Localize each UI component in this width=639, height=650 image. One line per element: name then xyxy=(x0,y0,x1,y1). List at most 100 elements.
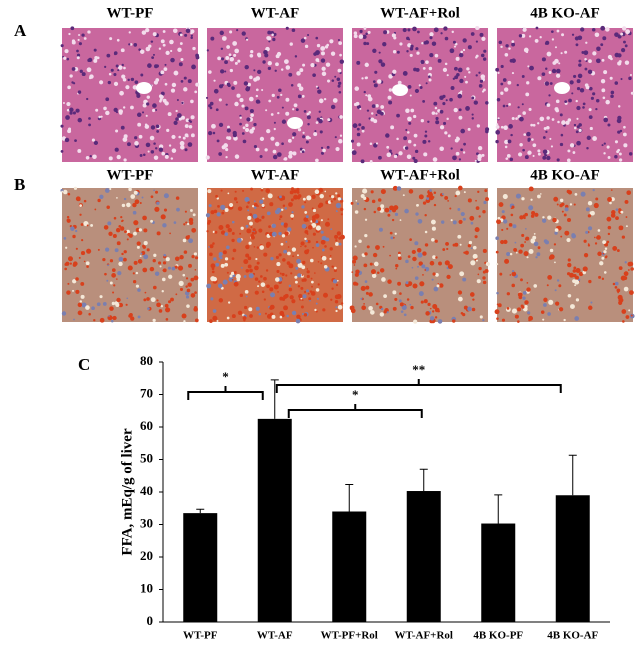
stain xyxy=(210,263,216,269)
stain xyxy=(297,194,302,198)
cell xyxy=(225,148,229,152)
cell xyxy=(130,77,135,82)
stain xyxy=(620,275,626,281)
stain xyxy=(304,201,307,204)
cell xyxy=(576,117,579,120)
stain xyxy=(614,285,618,289)
cell xyxy=(249,108,254,114)
cell xyxy=(361,77,364,80)
cell xyxy=(431,41,437,46)
cell xyxy=(558,62,561,65)
cell xyxy=(517,106,520,109)
stain xyxy=(146,248,150,252)
stain xyxy=(168,300,172,304)
cell xyxy=(116,38,120,42)
cell xyxy=(236,93,241,98)
cell xyxy=(449,97,453,102)
cell xyxy=(427,140,431,143)
cell xyxy=(535,26,539,30)
cell xyxy=(371,104,376,109)
x-tick-label: 4B KO-PF xyxy=(473,630,523,642)
cell xyxy=(66,57,70,61)
cell xyxy=(405,128,408,132)
stain xyxy=(511,283,516,288)
stain xyxy=(285,240,288,243)
cell xyxy=(77,117,83,123)
cell xyxy=(255,88,259,92)
cell xyxy=(72,111,76,115)
stain xyxy=(285,274,288,277)
cell xyxy=(478,84,483,88)
stain xyxy=(252,205,255,208)
cell xyxy=(153,142,156,145)
cell xyxy=(607,54,613,60)
cell xyxy=(64,137,70,143)
cell xyxy=(482,57,487,61)
cell xyxy=(69,111,73,115)
stain xyxy=(254,265,259,271)
stain xyxy=(121,220,124,223)
stain xyxy=(321,255,327,261)
cell xyxy=(246,117,251,122)
cell xyxy=(321,71,327,77)
cell xyxy=(571,92,574,95)
stain xyxy=(311,222,317,228)
cell xyxy=(376,79,382,84)
cell xyxy=(425,82,428,85)
cell xyxy=(172,28,178,34)
cell xyxy=(449,48,455,54)
stain xyxy=(522,291,527,295)
stain xyxy=(383,310,387,314)
stain xyxy=(614,281,619,286)
stain xyxy=(384,207,390,213)
cell xyxy=(274,141,280,147)
stain xyxy=(553,243,557,246)
cell xyxy=(233,53,237,57)
stain xyxy=(436,284,440,288)
stain xyxy=(460,211,465,217)
stain xyxy=(554,261,556,264)
stain xyxy=(268,225,271,229)
cell xyxy=(455,151,460,156)
cell xyxy=(323,97,327,101)
cell xyxy=(422,99,426,103)
cell xyxy=(610,94,614,98)
stain xyxy=(517,307,522,312)
cell xyxy=(292,151,297,156)
stain xyxy=(178,280,184,286)
stain xyxy=(549,254,555,260)
cell xyxy=(155,124,160,129)
stain xyxy=(279,215,283,219)
cell xyxy=(440,32,443,35)
stain xyxy=(217,205,220,208)
cell xyxy=(95,108,99,112)
cell xyxy=(114,53,117,56)
stain xyxy=(528,186,534,192)
cell xyxy=(622,132,627,137)
cell xyxy=(183,87,188,92)
cell xyxy=(561,120,566,125)
cell xyxy=(245,86,250,92)
image-title: WT-AF xyxy=(251,5,300,21)
bar xyxy=(183,513,218,622)
stain xyxy=(66,290,71,295)
stain xyxy=(72,261,78,267)
stain xyxy=(403,313,407,317)
stain xyxy=(128,314,132,318)
stain xyxy=(440,220,445,224)
stain xyxy=(392,236,395,239)
stain xyxy=(363,207,367,211)
vessel xyxy=(554,82,570,94)
cell xyxy=(250,113,254,117)
stain xyxy=(444,260,450,266)
cell xyxy=(267,30,272,35)
cell xyxy=(620,78,623,81)
stain xyxy=(243,275,247,278)
y-tick-label: 70 xyxy=(140,385,153,400)
stain xyxy=(185,295,190,299)
stain xyxy=(142,215,147,221)
stain xyxy=(399,292,402,295)
cell xyxy=(417,30,420,34)
stain xyxy=(269,202,274,207)
cell xyxy=(273,121,276,124)
